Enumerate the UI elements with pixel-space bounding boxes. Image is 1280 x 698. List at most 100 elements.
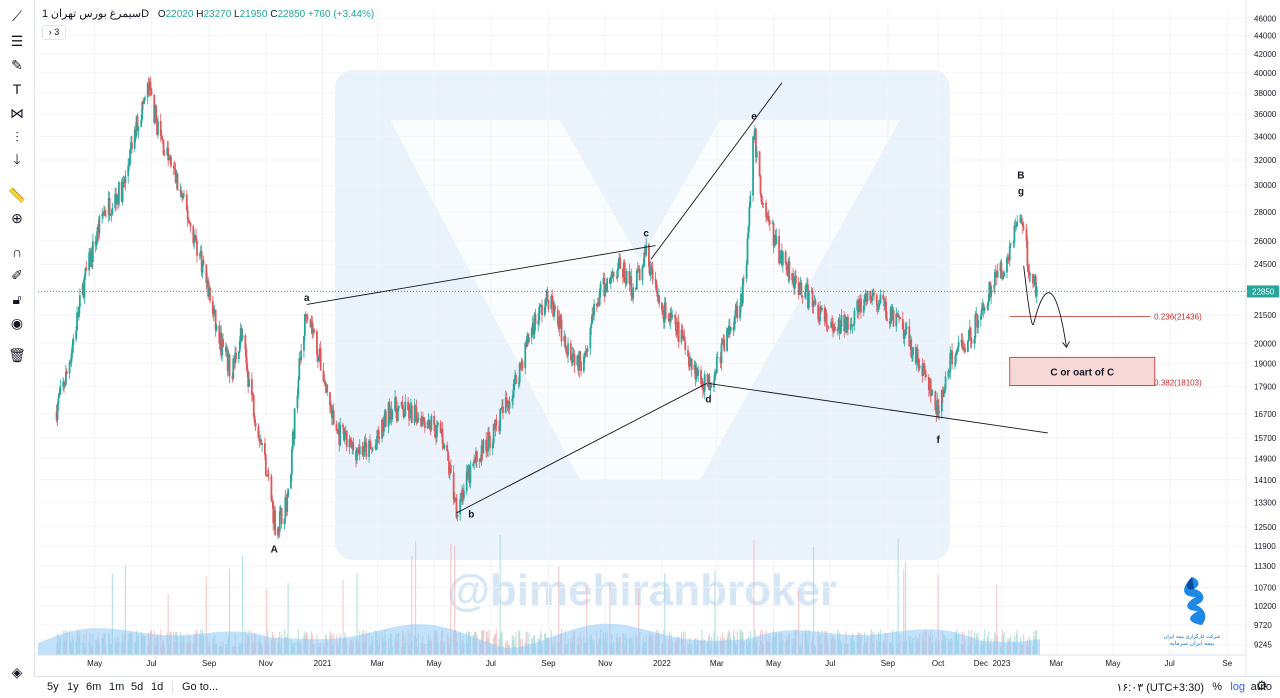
log-toggle[interactable]: log [1230,681,1245,693]
candle-body [982,304,985,311]
candle-body [290,474,292,489]
range-6m[interactable]: 6m [86,681,102,693]
projection-path [1023,265,1067,348]
price-tick-label: 40000 [1254,69,1277,78]
candle-body [890,307,893,321]
trend-line-icon[interactable]: ⟋ [12,7,22,24]
candle-body [214,309,217,331]
candle-body [784,251,787,264]
candle-body [785,263,788,270]
range-5y[interactable]: 5y [47,681,59,693]
candle-body [89,252,91,267]
candle-body [317,358,320,362]
layers-icon[interactable]: ◈ [11,663,23,680]
time-axis[interactable]: May Jul Sep Nov 2021 Mar May Jul Sep Nov 2022 Mar Ma… [38,654,1246,668]
volume-bar [495,629,498,655]
candle-body [154,105,157,123]
candle-body [846,317,848,333]
symbol-name[interactable]: سیمرغ [109,8,142,20]
prediction-icon[interactable]: ⫶ [15,128,19,145]
candle-body [433,415,436,425]
zoom-icon[interactable]: ⊕ [11,209,23,226]
candle-body [925,374,927,378]
candle-body [813,300,816,302]
candle-body [657,295,660,297]
price-tick-label: 13300 [1254,499,1277,508]
brush-icon[interactable]: ✎ [11,56,23,73]
range-1d[interactable]: 1d [151,681,164,693]
auto-toggle[interactable]: auto [1250,681,1272,693]
candle-body [954,352,957,363]
volume-bar [897,538,899,655]
candle-body [888,321,891,325]
candle-body [429,428,432,430]
candle-body [817,304,820,320]
candle-body [193,235,196,244]
candle-body [683,335,686,342]
magnet-icon[interactable]: ∩ [11,244,23,260]
goto-button[interactable]: Go to... [182,681,219,693]
candle-body [436,422,439,426]
candle-body [467,466,470,478]
candle-body [261,443,264,445]
candle-body [583,353,586,357]
candle-body [966,340,969,352]
pattern-icon[interactable]: ⋈ [10,104,24,121]
gear-icon[interactable]: ⚙ [1256,678,1268,693]
candles [55,76,1038,540]
candle-body [525,343,528,347]
candle-body [671,314,674,318]
candle-body [488,431,490,437]
price-tick-label: 34000 [1254,132,1277,141]
candle-body [453,499,456,501]
candle-body [584,350,587,354]
lock-pencil-icon[interactable]: ✐ [11,266,23,283]
candle-body [999,262,1002,272]
range-5d[interactable]: 5d [131,681,144,693]
percent-toggle[interactable]: % [1212,681,1222,693]
candle-body [687,349,689,357]
trash-icon[interactable]: 🗑︎ [8,346,26,363]
candle-body [396,412,398,422]
eye-icon[interactable]: ◉ [10,314,24,331]
candle-body [767,216,770,222]
candle-body [707,375,710,387]
candle-body [648,244,650,267]
candle-body [465,471,468,491]
candle-body [442,443,445,449]
candle-body [645,244,648,256]
range-1m[interactable]: 1m [109,681,125,693]
candle-body [1035,286,1038,297]
candle-body [980,308,983,316]
price-axis[interactable]: 46000 44000 42000 40000 38000 36000 34000 32000… [1245,0,1279,676]
candle-body [410,405,413,423]
candle-body [1007,259,1010,261]
candle-body [964,348,967,352]
timezone-clock[interactable]: ۱۶:۰۳ (UTC+3:30) [1116,682,1204,694]
candle-body [970,340,973,344]
candle-body [617,262,620,271]
candle-body [156,118,158,135]
candle-body [838,319,841,334]
candle-body [277,527,279,536]
indicators-collapse-button[interactable]: › 3 [42,25,66,40]
candle-body [363,441,366,453]
arrow-down-icon[interactable]: 🡓 [13,151,21,167]
fib-icon[interactable]: ☰ [10,32,24,49]
candle-body [304,314,307,316]
range-1y[interactable]: 1y [67,681,79,693]
interval[interactable]: 1D [42,8,150,20]
candle-body [662,312,665,323]
volume-bar [937,574,939,655]
time-tick-label: Jul [486,659,496,668]
text-icon[interactable]: T [12,81,22,97]
candle-body [531,323,534,329]
candle-body [147,83,150,91]
candle-body [819,306,821,321]
candle-body [605,284,608,292]
ruler-icon[interactable]: 📏 [8,186,26,203]
lock-icon[interactable]: 🔓︎ [12,290,22,307]
candle-body [967,330,970,341]
candle-body [775,236,778,245]
